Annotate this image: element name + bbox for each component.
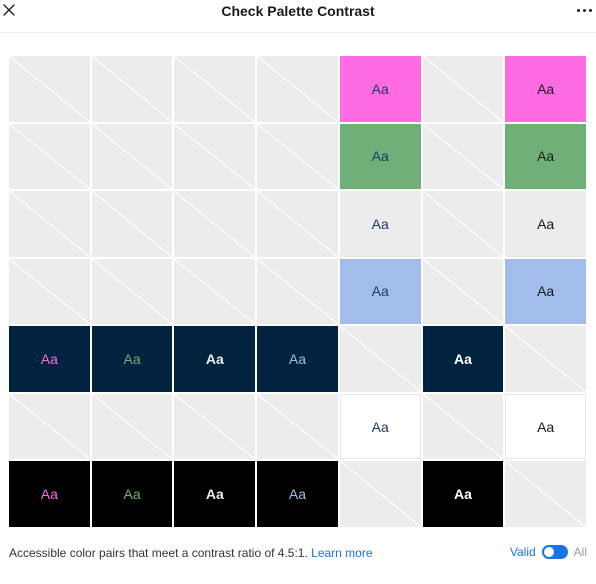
contrast-swatch-cell[interactable]: Aa [422, 461, 504, 527]
empty-contrast-cell [257, 393, 338, 460]
contrast-sample-text: Aa [537, 80, 555, 97]
close-button[interactable] [1, 2, 17, 18]
contrast-sample-text: Aa [123, 351, 141, 368]
contrast-swatch-cell[interactable]: Aa [91, 326, 173, 392]
contrast-swatch-cell[interactable]: Aa [339, 393, 421, 460]
contrast-swatch-cell[interactable]: Aa [339, 258, 421, 325]
empty-contrast-cell [257, 258, 338, 325]
empty-contrast-cell [339, 461, 421, 527]
contrast-swatch-cell[interactable]: Aa [9, 326, 90, 392]
contrast-swatch-cell[interactable]: Aa [505, 258, 586, 325]
contrast-sample-text: Aa [453, 486, 472, 503]
empty-contrast-cell [174, 393, 256, 460]
valid-toggle-switch[interactable] [541, 545, 568, 559]
contrast-sample-text: Aa [537, 283, 555, 300]
learn-more-link[interactable]: Learn more [311, 546, 373, 560]
dialog-title: Check Palette Contrast [221, 3, 375, 19]
empty-contrast-cell [174, 258, 256, 325]
contrast-sample-text: Aa [371, 148, 389, 165]
empty-contrast-cell [422, 56, 504, 122]
contrast-swatch-cell[interactable]: Aa [505, 393, 586, 460]
empty-contrast-cell [422, 191, 504, 257]
toggle-all-label[interactable]: All [573, 545, 587, 559]
empty-contrast-cell [422, 393, 504, 460]
empty-contrast-cell [9, 393, 90, 460]
valid-all-toggle: Valid All [510, 545, 587, 559]
empty-contrast-cell [91, 191, 173, 257]
footer-description: Accessible color pairs that meet a contr… [9, 546, 308, 560]
empty-contrast-cell [91, 123, 173, 190]
dialog-header: Check Palette Contrast [0, 0, 596, 33]
contrast-sample-text: Aa [371, 418, 389, 435]
contrast-grid: Aa Aa Aa Aa Aa Aa Aa Aa Aa Aa Aa Aa Aa Aa Aa Aa Aa Aa Aa Aa [9, 56, 586, 527]
empty-contrast-cell [339, 326, 421, 392]
contrast-sample-text: Aa [371, 80, 389, 97]
contrast-swatch-cell[interactable]: Aa [257, 461, 338, 527]
empty-contrast-cell [505, 326, 586, 392]
empty-contrast-cell [257, 56, 338, 122]
empty-contrast-cell [91, 393, 173, 460]
empty-contrast-cell [9, 123, 90, 190]
contrast-swatch-cell[interactable]: Aa [257, 326, 338, 392]
contrast-swatch-cell[interactable]: Aa [339, 123, 421, 190]
empty-contrast-cell [9, 258, 90, 325]
contrast-sample-text: Aa [371, 283, 389, 300]
empty-contrast-cell [91, 258, 173, 325]
contrast-sample-text: Aa [537, 418, 555, 435]
contrast-sample-text: Aa [537, 148, 555, 165]
footer: Accessible color pairs that meet a contr… [9, 545, 587, 563]
contrast-swatch-cell[interactable]: Aa [339, 56, 421, 122]
toggle-knob [543, 547, 554, 557]
contrast-sample-text: Aa [205, 486, 224, 503]
contrast-sample-text: Aa [40, 486, 58, 503]
empty-contrast-cell [257, 191, 338, 257]
contrast-sample-text: Aa [123, 486, 141, 503]
empty-contrast-cell [422, 123, 504, 190]
empty-contrast-cell [174, 123, 256, 190]
contrast-sample-text: Aa [205, 351, 224, 368]
contrast-swatch-cell[interactable]: Aa [9, 461, 90, 527]
close-icon [3, 4, 15, 16]
contrast-swatch-cell[interactable]: Aa [505, 56, 586, 122]
empty-contrast-cell [9, 191, 90, 257]
contrast-sample-text: Aa [40, 351, 58, 368]
empty-contrast-cell [422, 258, 504, 325]
contrast-sample-text: Aa [453, 351, 472, 368]
contrast-swatch-cell[interactable]: Aa [174, 461, 256, 527]
empty-contrast-cell [257, 123, 338, 190]
more-options-button[interactable] [574, 2, 594, 18]
contrast-swatch-cell[interactable]: Aa [91, 461, 173, 527]
contrast-swatch-cell[interactable]: Aa [505, 191, 586, 257]
footer-description-line: Accessible color pairs that meet a contr… [9, 546, 373, 560]
contrast-swatch-cell[interactable]: Aa [174, 326, 256, 392]
empty-contrast-cell [174, 191, 256, 257]
contrast-sample-text: Aa [537, 215, 555, 232]
contrast-swatch-cell[interactable]: Aa [505, 123, 586, 190]
more-horizontal-icon [576, 8, 592, 12]
empty-contrast-cell [9, 56, 90, 122]
contrast-sample-text: Aa [288, 486, 307, 503]
empty-contrast-cell [505, 461, 586, 527]
contrast-swatch-cell[interactable]: Aa [422, 326, 504, 392]
empty-contrast-cell [174, 56, 256, 122]
empty-contrast-cell [91, 56, 173, 122]
contrast-sample-text: Aa [288, 351, 307, 368]
toggle-valid-label[interactable]: Valid [509, 545, 536, 559]
contrast-sample-text: Aa [371, 215, 389, 232]
contrast-swatch-cell[interactable]: Aa [339, 191, 421, 257]
